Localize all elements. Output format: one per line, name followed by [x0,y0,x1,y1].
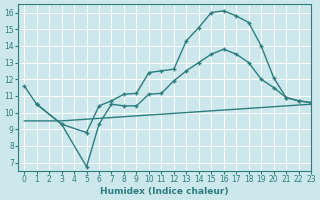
X-axis label: Humidex (Indice chaleur): Humidex (Indice chaleur) [100,187,229,196]
